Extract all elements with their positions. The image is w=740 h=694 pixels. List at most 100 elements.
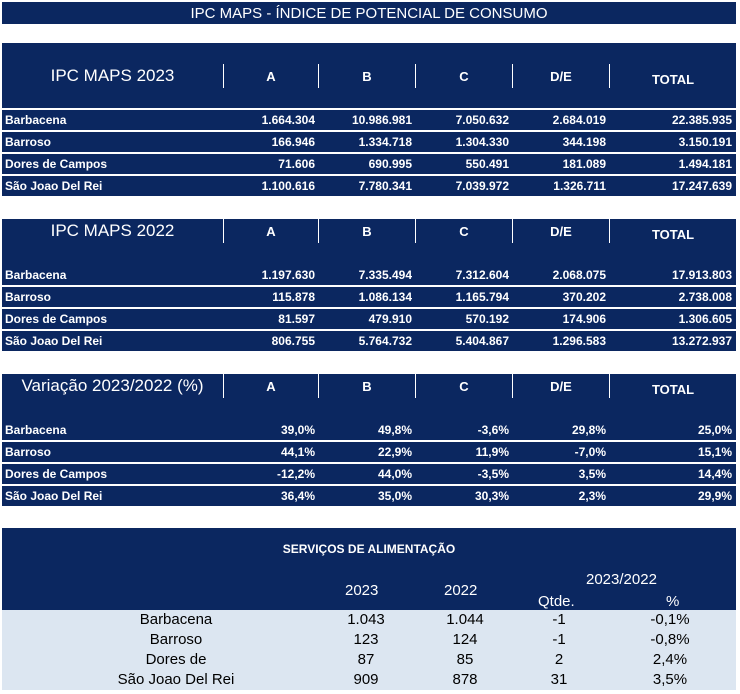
cell-c: 30,3% [474, 489, 509, 503]
col-header-total: TOTAL [610, 64, 736, 88]
col-header-a: A [224, 374, 319, 398]
section-title: IPC MAPS 2022 [2, 219, 224, 243]
cell-de: -7,0% [574, 445, 606, 459]
row-label: Barroso [149, 631, 203, 648]
cell-2022: 878 [452, 671, 478, 688]
row-label: Barbacena [5, 268, 67, 282]
cell-qtde: -1 [552, 611, 566, 628]
table-row: São Joao Del Rei 36,4% 35,0% 30,3% 2,3% 29,9% [2, 486, 736, 507]
cell-de: 2.068.075 [552, 268, 606, 282]
cell-total: 17.913.803 [671, 268, 732, 282]
cell-a: 1.100.616 [261, 179, 315, 193]
row-label: São Joao Del Rei [117, 671, 235, 688]
col-header-b: B [319, 374, 416, 398]
cell-c: 550.491 [465, 157, 509, 171]
col-pct: % [666, 593, 680, 610]
cell-total: 15,1% [697, 445, 732, 459]
table-row: Barroso 44,1% 22,9% 11,9% -7,0% 15,1% [2, 442, 736, 463]
cell-pct: -0,1% [650, 611, 690, 628]
spacer-band [2, 88, 736, 108]
cell-2023: 123 [353, 631, 379, 648]
col-header-de: D/E [513, 374, 610, 398]
col-header-c: C [416, 374, 513, 398]
cell-b: 49,8% [377, 423, 412, 437]
cell-b: 479.910 [368, 312, 412, 326]
cell-c: 1.165.794 [455, 290, 509, 304]
row-label: Barbacena [5, 113, 67, 127]
section-header-variation: Variação 2023/2022 (%) A B C D/E TOTAL [2, 374, 736, 398]
cell-pct: 2,4% [652, 651, 688, 668]
cell-de: 29,8% [571, 423, 606, 437]
spacer-band [2, 43, 736, 64]
cell-b: 690.995 [368, 157, 412, 171]
cell-b: 7.780.341 [358, 179, 412, 193]
cell-b: 1.334.718 [358, 135, 412, 149]
spacer-band [2, 398, 736, 420]
cell-b: 22,9% [377, 445, 412, 459]
row-label: Barroso [5, 290, 52, 304]
cell-de: 2.684.019 [552, 113, 606, 127]
cell-total: 22.385.935 [671, 113, 732, 127]
row-label: Barroso [5, 135, 52, 149]
table-row: Barroso 166.946 1.334.718 1.304.330 344.198 3… [2, 132, 736, 153]
col-header-b: B [319, 64, 416, 88]
cell-a: 36,4% [280, 489, 315, 503]
col-header-de: D/E [513, 64, 610, 88]
cell-a: 81.597 [278, 312, 315, 326]
table-row: São Joao Del Rei 806.755 5.764.732 5.404.86… [2, 331, 736, 352]
cell-a: 1.197.630 [261, 268, 315, 282]
cell-2022: 124 [452, 631, 478, 648]
cell-de: 181.089 [562, 157, 606, 171]
cell-total: 2.738.008 [678, 290, 732, 304]
cell-2023: 1.043 [347, 611, 385, 628]
cell-total: 14,4% [697, 467, 732, 481]
col-header-a: A [224, 219, 319, 243]
row-label: São Joao Del Rei [5, 489, 103, 503]
cell-c: 11,9% [475, 445, 509, 459]
cell-a: 115.878 [272, 290, 315, 304]
cell-2023: 909 [353, 671, 379, 688]
cell-a: -12,2% [276, 467, 315, 481]
cell-2022: 85 [456, 651, 474, 668]
col-header-c: C [416, 64, 513, 88]
section-header-2023: IPC MAPS 2023 A B C D/E TOTAL [2, 64, 736, 88]
cell-a: 39,0% [280, 423, 315, 437]
cell-total: 13.272.937 [671, 334, 732, 348]
row-label: Dores de Campos [5, 467, 108, 481]
cell-a: 806.755 [271, 334, 315, 348]
row-label: Dores de Campos [5, 157, 108, 171]
row-label: São Joao Del Rei [5, 179, 103, 193]
cell-total: 17.247.639 [671, 179, 732, 193]
services-header: 2023 2022 2023/2022 Qtde. % [2, 570, 736, 610]
col-header-b: B [319, 219, 416, 243]
cell-c: 7.050.632 [455, 113, 509, 127]
cell-c: -3,5% [477, 467, 509, 481]
cell-de: 370.202 [562, 290, 606, 304]
cell-b: 1.086.134 [358, 290, 412, 304]
section-header-2022: IPC MAPS 2022 A B C D/E TOTAL [2, 219, 736, 243]
cell-c: 1.304.330 [455, 135, 509, 149]
services-row: Barbacena 1.043 1.044 -1 -0,1% [2, 610, 736, 630]
cell-c: 7.312.604 [455, 268, 509, 282]
cell-pct: 3,5% [652, 671, 688, 688]
cell-de: 2,3% [578, 489, 606, 503]
col-2022: 2022 [444, 582, 478, 599]
cell-de: 344.198 [562, 135, 606, 149]
cell-2023: 87 [357, 651, 375, 668]
row-label: Barroso [5, 445, 52, 459]
cell-a: 166.946 [271, 135, 315, 149]
col-change: 2023/2022 [586, 571, 657, 588]
cell-c: 7.039.972 [455, 179, 509, 193]
cell-qtde: 31 [550, 671, 568, 688]
section-title: IPC MAPS 2023 [2, 64, 224, 88]
cell-qtde: 2 [554, 651, 564, 668]
cell-a: 71.606 [278, 157, 315, 171]
table-row: Dores de Campos 81.597 479.910 570.192 174.9… [2, 309, 736, 330]
col-qtde: Qtde. [538, 593, 575, 610]
cell-total: 1.494.181 [678, 157, 732, 171]
services-title: SERVIÇOS DE ALIMENTAÇÃO [2, 528, 736, 570]
table-row: Barbacena 1.197.630 7.335.494 7.312.604 2.06… [2, 265, 736, 286]
row-label: São Joao Del Rei [5, 334, 103, 348]
col-header-de: D/E [513, 219, 610, 243]
row-label: Barbacena [5, 423, 67, 437]
